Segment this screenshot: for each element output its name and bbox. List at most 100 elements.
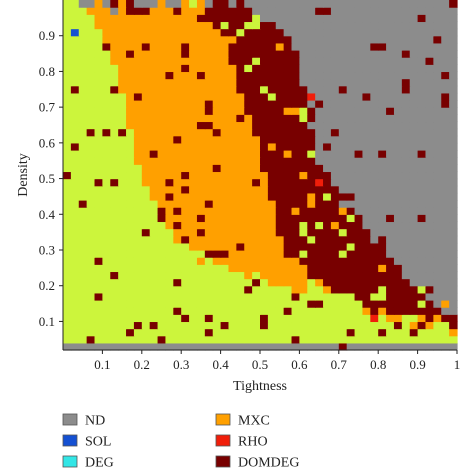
heatmap-cell [189,335,198,344]
x-tick-label: 0.1 [94,357,110,372]
heatmap-cell [244,271,253,280]
heatmap-cell [149,35,159,44]
heatmap-cell [126,7,135,15]
heatmap-cell [354,142,364,151]
heatmap-cell [362,257,371,265]
heatmap-cell [141,171,151,180]
heatmap-cell [149,171,159,180]
heatmap-cell [338,300,348,308]
heatmap-cell [196,50,206,58]
heatmap-cell [173,228,182,237]
heatmap-cell [189,128,198,137]
heatmap-cell [260,314,269,323]
heatmap-cell [86,264,96,273]
heatmap-cell [181,228,190,237]
heatmap-cell [323,57,332,65]
heatmap-cell [94,235,103,244]
heatmap-cell [149,264,159,273]
heatmap-cell [212,78,222,87]
heatmap-cell [86,14,96,23]
heatmap-cell [204,300,214,308]
heatmap-cell [441,292,450,301]
heatmap-cell [149,150,159,158]
heatmap-cell [236,257,245,265]
heatmap-cell [433,178,442,187]
heatmap-cell [441,71,450,80]
heatmap-cell [441,114,450,123]
heatmap-cell [338,200,348,208]
heatmap-cell [133,278,143,287]
heatmap-cell [78,307,88,315]
heatmap-cell [133,214,143,223]
heatmap-cell [299,221,308,230]
heatmap-cell [267,50,277,58]
heatmap-cell [78,92,88,101]
heatmap-cell [165,285,174,294]
heatmap-cell [86,328,96,337]
heatmap-cell [362,314,371,323]
heatmap-cell [338,250,348,258]
heatmap-cell [417,92,427,101]
heatmap-cell [149,242,159,251]
heatmap-cell [386,192,395,201]
heatmap-cell [133,50,143,58]
heatmap-cell [330,292,340,301]
heatmap-cell [386,171,395,180]
heatmap-cell [425,107,434,115]
heatmap-cell [196,100,206,108]
heatmap-cell [307,107,316,115]
heatmap-cell [315,71,324,80]
heatmap-cell [181,85,190,94]
heatmap-cell [70,85,80,94]
heatmap-cell [86,0,96,8]
heatmap-cell [401,157,411,165]
heatmap-cell [133,0,143,8]
heatmap-cell [346,300,356,308]
heatmap-cell [315,257,324,265]
heatmap-cell [386,235,395,244]
heatmap-cell [196,78,206,87]
heatmap-cell [141,135,151,144]
heatmap-cell [173,342,182,351]
heatmap-cell [110,192,119,201]
heatmap-cell [204,285,214,294]
heatmap-cell [354,257,364,265]
heatmap-cell [425,214,434,223]
heatmap-cell [181,271,190,280]
heatmap-cell [173,57,182,65]
heatmap-cell [346,207,356,215]
heatmap-cell [94,164,103,173]
heatmap-cell [63,128,72,137]
heatmap-cell [346,35,356,44]
heatmap-cell [283,21,293,30]
heatmap-cell [441,28,450,37]
heatmap-cell [102,307,111,315]
heatmap-cell [173,185,182,194]
heatmap-cell [78,78,88,87]
heatmap-cell [378,264,387,273]
heatmap-cell [378,235,387,244]
heatmap-cell [275,292,285,301]
heatmap-cell [370,335,379,344]
heatmap-cell [63,107,72,115]
heatmap-cell [165,164,174,173]
heatmap-cell [118,292,127,301]
heatmap-cell [260,121,269,130]
heatmap-cell [252,271,261,280]
heatmap-cell [425,100,434,108]
heatmap-cell [196,135,206,144]
heatmap-cell [330,50,340,58]
heatmap-cell [173,214,182,223]
heatmap-cell [378,271,387,280]
heatmap-cell [291,321,300,330]
heatmap-cell [315,207,324,215]
heatmap-cell [204,35,214,44]
heatmap-cell [110,257,119,265]
heatmap-cell [425,300,434,308]
heatmap-cell [63,257,72,265]
heatmap-cell [362,235,371,244]
heatmap-cell [441,200,450,208]
heatmap-cell [291,100,300,108]
heatmap-cell [409,328,419,337]
heatmap-cell [141,235,151,244]
